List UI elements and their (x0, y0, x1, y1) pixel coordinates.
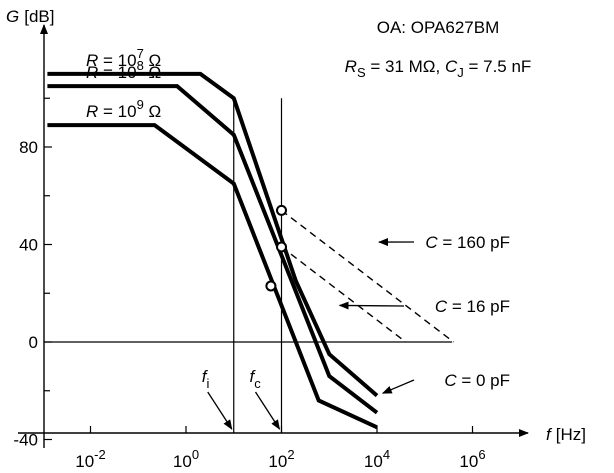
x-tick-label: 104 (364, 447, 390, 471)
vline-label: fc (250, 367, 262, 391)
vline-arrow (207, 391, 233, 430)
y-tick-label: 0 (29, 333, 38, 352)
dashed-curves (281, 209, 454, 343)
series-line-1 (47, 84, 379, 415)
curve-marker (276, 241, 287, 253)
curve-marker (265, 280, 277, 292)
vline-arrow (254, 391, 281, 430)
y-axis-label: G [dB] (6, 7, 54, 26)
curve-marker (276, 204, 287, 216)
annotation-opamp: OA: OPA627BM (377, 18, 500, 37)
curve-markers (265, 204, 287, 292)
x-tick-label: 100 (173, 447, 199, 471)
gain-curves (47, 71, 379, 430)
y-tick-label: -40 (13, 431, 38, 450)
y-tick-label: 80 (19, 138, 38, 157)
series-line-0 (47, 71, 379, 398)
x-axis-label: f [Hz] (546, 425, 586, 444)
dashed-curve (281, 209, 454, 343)
vline-label: fi (202, 367, 210, 391)
resistance-labels: R = 107 ΩR = 108 Ω R = 109 Ω (86, 46, 161, 121)
x-tick-label: 102 (268, 447, 294, 471)
series-label-2: R = 109 Ω (86, 97, 161, 121)
c-label-0: C = 160 pF (425, 233, 510, 252)
c-label-arrow-2 (381, 379, 415, 394)
x-tick-label: 106 (459, 447, 485, 471)
y-tick-label: 40 (19, 236, 38, 255)
dashed-curve (281, 246, 407, 343)
series-label-1: R = 108 Ω (86, 58, 161, 82)
series-label-0: R = 107 Ω (86, 46, 161, 70)
capacitance-labels: C = 160 pF C = 16 pF C = 0 pF (338, 233, 510, 394)
frequency-markers: fi fc (202, 98, 283, 433)
c-label-1: C = 16 pF (435, 297, 510, 316)
c-label-2: C = 0 pF (444, 371, 510, 390)
c-label-arrow-1 (338, 301, 405, 310)
x-tick-label: 10-2 (75, 447, 105, 471)
tick-labels: 10-2 100 102 104 106 80 40 0 -40 (13, 138, 485, 471)
annotation-params: RS = 31 MΩ, CJ = 7.5 nF (345, 57, 532, 80)
series-line-2 (47, 123, 378, 430)
